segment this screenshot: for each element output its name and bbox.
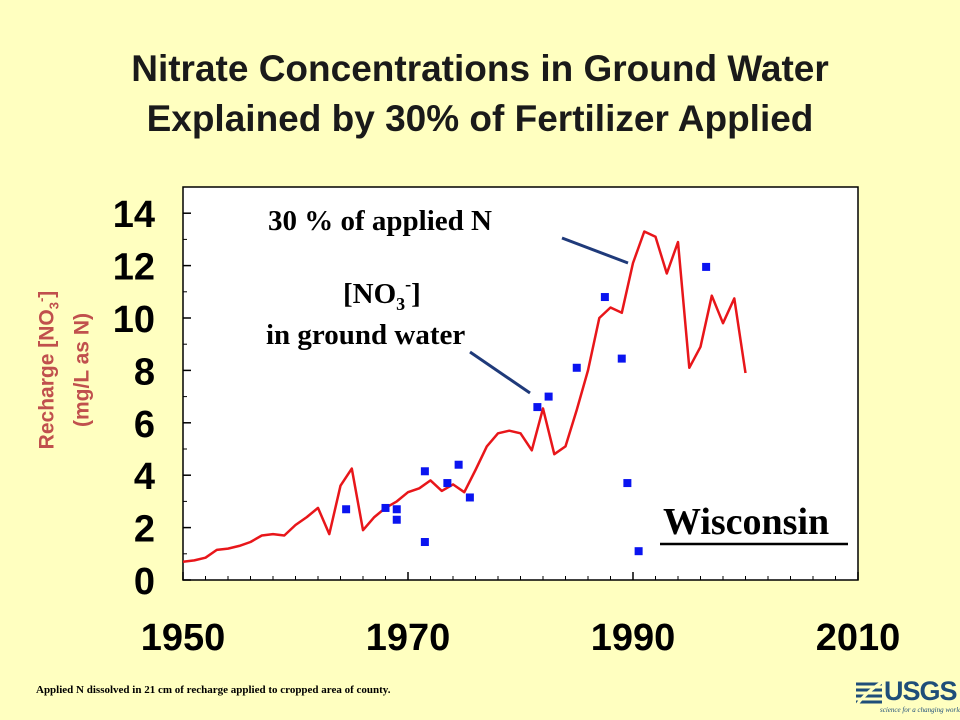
x-tick-label: 2010 xyxy=(816,617,901,659)
y-tick-label: 8 xyxy=(134,351,155,393)
x-tick-label: 1990 xyxy=(591,617,676,659)
annotation-applied-n: 30 % of applied N xyxy=(268,205,492,237)
annotation-state: Wisconsin xyxy=(663,501,829,543)
y-tick-label: 6 xyxy=(134,404,155,446)
ground-water-point xyxy=(465,493,474,502)
ground-water-point xyxy=(420,538,429,547)
annotation-applied-n-leader xyxy=(561,236,629,265)
footnote: Applied N dissolved in 21 cm of recharge… xyxy=(36,684,391,696)
x-axis: 1950 1970 1990 2010 xyxy=(141,572,901,659)
plot-area xyxy=(182,186,859,581)
applied-n-series xyxy=(182,230,747,563)
ground-water-point xyxy=(572,363,581,372)
title-line-1: Nitrate Concentrations in Ground Water xyxy=(131,48,829,89)
y-tick-label: 10 xyxy=(113,299,155,341)
ground-water-point xyxy=(342,505,351,514)
ground-water-point xyxy=(617,354,626,363)
ground-water-point xyxy=(392,515,401,524)
y-tick-label: 2 xyxy=(134,509,155,551)
y-tick-label: 4 xyxy=(134,456,155,498)
ground-water-point xyxy=(702,262,711,271)
y-axis: 0 2 4 6 8 10 12 14 xyxy=(113,186,191,603)
y-tick-label: 12 xyxy=(113,247,155,289)
usgs-logo: USGS science for a changing world xyxy=(856,676,960,716)
ground-water-point xyxy=(381,503,390,512)
ground-water-series xyxy=(342,262,711,556)
ground-water-point xyxy=(634,547,643,556)
usgs-wave-icon xyxy=(856,680,883,707)
ground-water-point xyxy=(454,460,463,469)
ground-water-point xyxy=(392,505,401,514)
annotation-gw-leader xyxy=(469,350,531,395)
series-line-applied-n xyxy=(182,230,747,563)
usgs-logo-word: USGS xyxy=(884,676,958,706)
y-tick-label: 14 xyxy=(113,194,155,236)
ground-water-point xyxy=(533,403,542,412)
annotation-gw-label-line-2: in ground water xyxy=(266,319,465,351)
ground-water-point xyxy=(623,479,632,488)
y-tick-label: 0 xyxy=(134,561,155,603)
x-tick-label: 1970 xyxy=(366,617,451,659)
usgs-logo-tagline: science for a changing world xyxy=(880,706,960,714)
title-line-2: Explained by 30% of Fertilizer Applied xyxy=(146,98,814,139)
ground-water-point xyxy=(600,293,609,302)
annotation-gw-label-line-1: [NO3-] xyxy=(343,274,421,314)
annotations: 30 % of applied N [NO3-] in ground water… xyxy=(266,205,848,546)
x-tick-label: 1950 xyxy=(141,617,226,659)
ground-water-point xyxy=(544,392,553,401)
ground-water-point xyxy=(420,467,429,476)
ground-water-point xyxy=(443,479,452,488)
chart-title: Nitrate Concentrations in Ground Water E… xyxy=(0,44,960,144)
